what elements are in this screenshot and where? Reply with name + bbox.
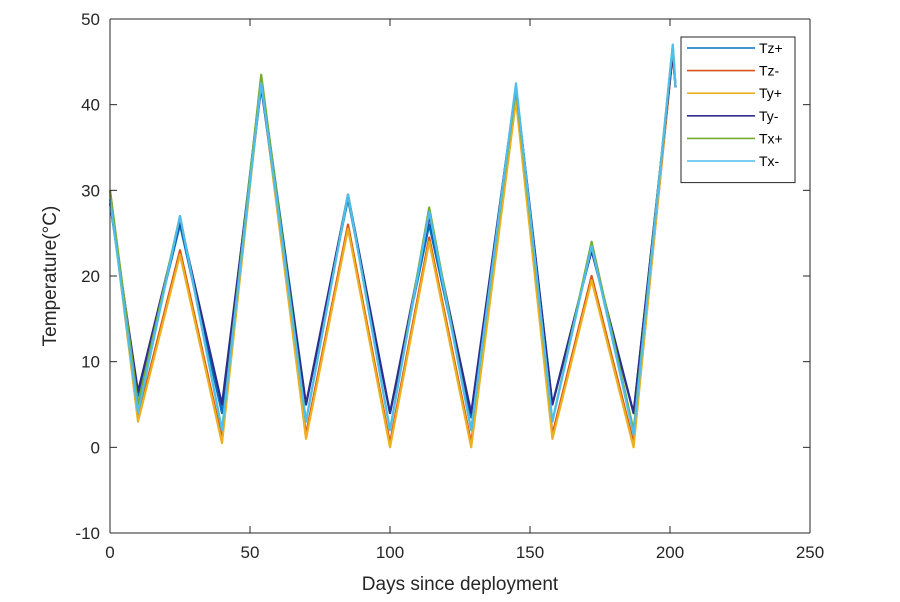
- y-axis-title: Temperature(°C): [40, 206, 61, 347]
- legend-label: Tx+: [759, 130, 783, 146]
- y-tick-label: 30: [81, 181, 100, 200]
- legend-label: Ty-: [759, 108, 779, 124]
- y-tick-label: -10: [75, 524, 100, 543]
- x-tick-label: 150: [516, 543, 544, 562]
- series-line-6: [108, 43, 677, 436]
- y-tick-label: 50: [81, 10, 100, 29]
- y-tick-label: 10: [81, 353, 100, 372]
- series-line-3: [108, 47, 677, 449]
- legend-label: Tz-: [759, 63, 780, 79]
- x-tick-label: 200: [656, 543, 684, 562]
- series-layer: [108, 43, 677, 449]
- x-tick-label: 0: [105, 543, 114, 562]
- legend-box: [680, 36, 796, 184]
- legend-label: Ty+: [759, 85, 782, 101]
- ticks-layer: 0 50 100 150 200 250 -10 0 10 20 30 40 50: [75, 10, 824, 562]
- legend-label: Tx-: [759, 153, 780, 169]
- y-tick-label: 0: [91, 438, 100, 457]
- x-tick-label: 250: [796, 543, 824, 562]
- x-tick-label: 100: [376, 543, 404, 562]
- x-tick-label: 50: [241, 543, 260, 562]
- legend: Tz+ Tz- Ty+ Ty- Tx+ Tx-: [680, 36, 796, 184]
- y-tick-label: 40: [81, 96, 100, 115]
- y-tick-label: 20: [81, 267, 100, 286]
- legend-label: Tz+: [759, 40, 783, 56]
- x-axis-title: Days since deployment: [362, 574, 559, 595]
